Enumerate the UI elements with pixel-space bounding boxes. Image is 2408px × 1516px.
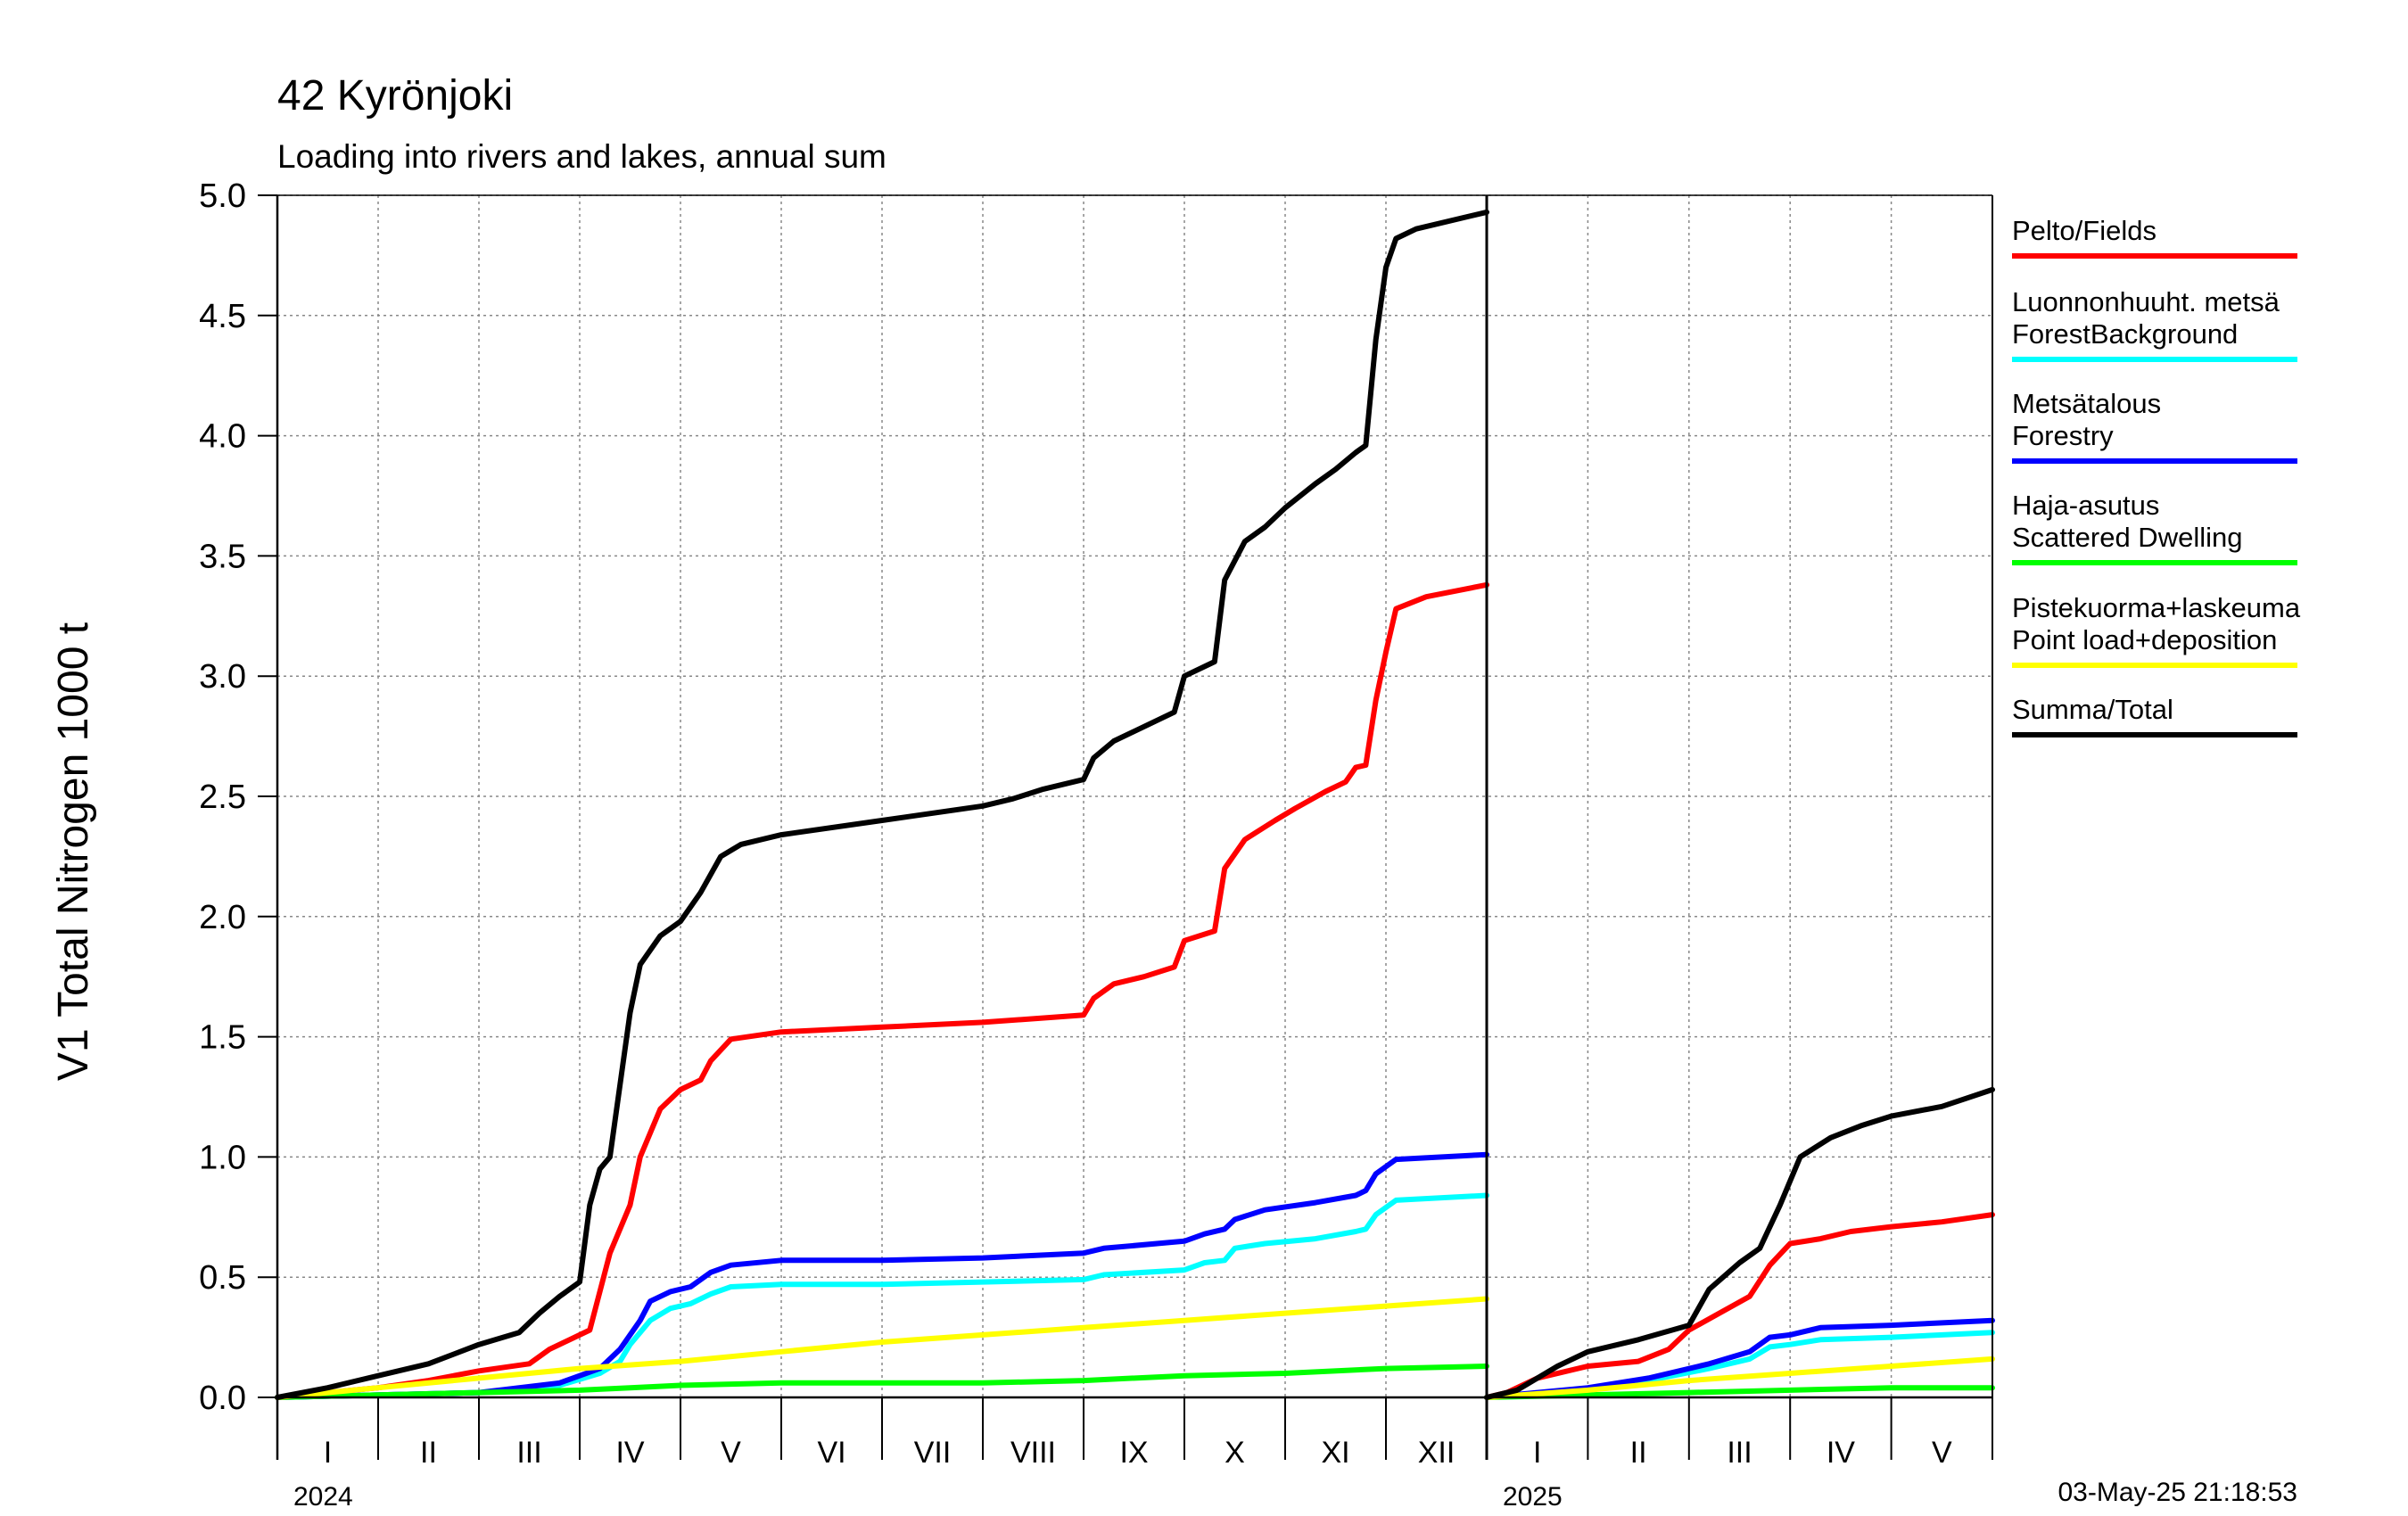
y-tick-label: 0.5 xyxy=(199,1259,246,1297)
series-line-fields xyxy=(275,581,1489,1400)
chart-subtitle: Loading into rivers and lakes, annual su… xyxy=(277,138,887,175)
legend-label-scattered_dwelling: Scattered Dwelling xyxy=(2012,522,2242,553)
month-label: IV xyxy=(615,1436,644,1470)
series-lines xyxy=(275,209,1995,1400)
legend-label-point_load: Pistekuorma+laskeuma xyxy=(2012,592,2301,623)
series-line-point_load xyxy=(1484,1355,1995,1400)
month-label: III xyxy=(516,1436,541,1470)
month-label: VI xyxy=(817,1436,845,1470)
series-line-forestry xyxy=(275,1151,1489,1400)
y-tick-label: 2.0 xyxy=(199,899,246,936)
legend-label-total: Summa/Total xyxy=(2012,694,2173,725)
month-label: IV xyxy=(1827,1436,1855,1470)
year-label: 2025 xyxy=(1503,1482,1563,1512)
y-tick-label: 4.5 xyxy=(199,298,246,335)
month-label: V xyxy=(1932,1436,1952,1470)
month-label: XII xyxy=(1418,1436,1456,1470)
y-tick-label: 3.5 xyxy=(199,538,246,575)
timestamp: 03-May-25 21:18:53 xyxy=(2058,1478,2297,1507)
legend-label-fields: Pelto/Fields xyxy=(2012,215,2156,246)
y-tick-label: 4.0 xyxy=(199,418,246,456)
y-tick-label: 2.5 xyxy=(199,779,246,816)
month-label: X xyxy=(1225,1436,1245,1470)
series-line-forestry xyxy=(1484,1317,1995,1400)
month-label: V xyxy=(721,1436,741,1470)
month-label: II xyxy=(1630,1436,1647,1470)
chart-title: 42 Kyrönjoki xyxy=(277,72,513,119)
month-label: III xyxy=(1727,1436,1752,1470)
series-line-total xyxy=(275,209,1489,1400)
series-line-scattered_dwelling xyxy=(275,1364,1489,1400)
legend-label-forest_background: ForestBackground xyxy=(2012,318,2238,350)
series-line-scattered_dwelling xyxy=(1484,1385,1995,1400)
month-label: VII xyxy=(914,1436,952,1470)
y-tick-label: 5.0 xyxy=(199,177,246,215)
y-tick-label: 0.0 xyxy=(199,1380,246,1417)
series-line-fields xyxy=(1484,1212,1995,1400)
legend-label-forest_background: Luonnonhuuht. metsä xyxy=(2012,286,2280,317)
grid-lines xyxy=(276,194,1993,1398)
axes: 0.00.51.01.52.02.53.03.54.04.55.0I II III I… xyxy=(199,177,1993,1512)
month-label: II xyxy=(420,1436,437,1470)
month-label: I xyxy=(324,1436,332,1470)
y-tick-label: 3.0 xyxy=(199,658,246,696)
legend-label-forestry: Metsätalous xyxy=(2012,388,2161,419)
y-tick-label: 1.5 xyxy=(199,1019,246,1057)
y-tick-label: 1.0 xyxy=(199,1139,246,1176)
legend-label-forestry: Forestry xyxy=(2012,420,2114,451)
year-label: 2024 xyxy=(293,1482,353,1512)
series-line-point_load xyxy=(275,1296,1489,1400)
y-axis-label: V1 Total Nitrogen 1000 t xyxy=(50,622,97,1081)
month-label: IX xyxy=(1119,1436,1148,1470)
series-line-total xyxy=(1484,1086,1995,1400)
month-label: XI xyxy=(1321,1436,1349,1470)
legend-label-point_load: Point load+deposition xyxy=(2012,624,2277,655)
month-label: VIII xyxy=(1010,1436,1056,1470)
legend-label-scattered_dwelling: Haja-asutus xyxy=(2012,490,2159,521)
month-label: I xyxy=(1533,1436,1541,1470)
legend: Pelto/Fields Luonnonhuuht. metsäForestBac… xyxy=(2012,215,2301,737)
